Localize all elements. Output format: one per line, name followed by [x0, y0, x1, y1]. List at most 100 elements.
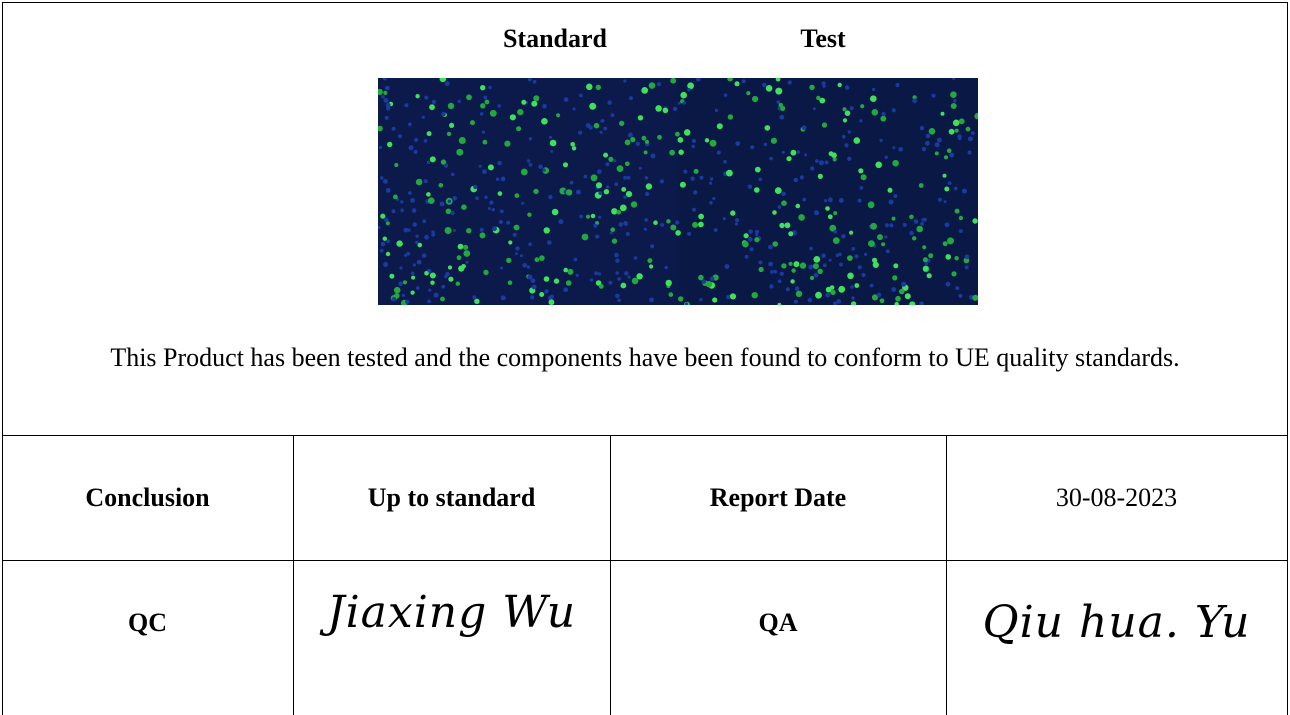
- cell-dot: [777, 279, 782, 283]
- cell-dot: [526, 159, 531, 163]
- cell-dot: [853, 137, 861, 144]
- cell-dot: [859, 186, 864, 190]
- cell-dot: [521, 201, 525, 205]
- cell-dot: [598, 284, 604, 289]
- cell-dot: [884, 235, 888, 239]
- cell-dot: [506, 257, 512, 264]
- cell-dot: [429, 156, 436, 163]
- cell-dot: [779, 271, 784, 276]
- cell-dot: [474, 298, 480, 304]
- cell-dot: [423, 139, 428, 143]
- cell-dot: [909, 214, 914, 220]
- cell-dot: [404, 253, 408, 257]
- cell-dot: [712, 197, 716, 201]
- cell-dot: [542, 103, 547, 109]
- cell-dot: [531, 100, 538, 107]
- cell-dot: [698, 274, 704, 281]
- cell-dot: [769, 284, 774, 289]
- cell-dot: [692, 221, 699, 228]
- cell-dot: [497, 160, 502, 166]
- cell-dot: [608, 156, 614, 162]
- cell-dot: [881, 111, 886, 117]
- cell-dot: [687, 82, 694, 90]
- cell-dot: [942, 173, 947, 178]
- cell-dot: [734, 81, 740, 87]
- cell-dot: [945, 281, 951, 287]
- cell-dot: [458, 265, 465, 272]
- cell-dot: [913, 219, 919, 224]
- cell-dot: [649, 264, 654, 269]
- cell-dot: [479, 112, 484, 116]
- border-top: [2, 2, 1288, 3]
- cell-dot: [480, 85, 486, 91]
- cell-dot: [698, 221, 704, 228]
- cell-dot: [808, 264, 814, 270]
- cell-dot: [810, 166, 815, 171]
- cell-dot: [770, 137, 777, 144]
- cell-dot: [644, 218, 648, 222]
- cell-dot: [466, 94, 472, 101]
- cell-dot: [794, 286, 800, 291]
- cell-dot: [567, 268, 574, 275]
- cell-dot: [457, 99, 461, 103]
- cell-dot: [457, 243, 464, 250]
- cell-dot: [899, 288, 905, 295]
- cell-dot: [575, 273, 579, 277]
- cell-dot: [769, 156, 773, 161]
- cell-dot: [600, 119, 604, 123]
- cell-dot: [507, 280, 513, 285]
- cell-dot: [838, 285, 846, 293]
- cell-dot: [530, 278, 536, 284]
- cell-dot: [815, 159, 819, 163]
- cell-dot: [585, 123, 591, 128]
- cell-dot: [925, 140, 930, 146]
- cell-dot: [875, 161, 882, 169]
- cell-dot: [758, 177, 763, 182]
- cell-dot: [615, 271, 619, 275]
- cell-dot: [872, 87, 876, 92]
- cell-dot: [751, 292, 758, 299]
- cell-dot: [851, 296, 855, 300]
- cell-dot: [793, 177, 798, 183]
- table-cell: Conclusion: [85, 482, 210, 512]
- cell-dot: [429, 272, 436, 279]
- cell-dot: [594, 271, 599, 276]
- signature: Jiaxing Wu: [326, 587, 577, 638]
- cell-dot: [724, 264, 730, 269]
- cell-dot: [500, 295, 506, 301]
- cell-dot: [894, 301, 899, 305]
- cell-dot: [690, 176, 695, 181]
- cell-dot: [424, 95, 429, 100]
- cell-dot: [482, 139, 488, 145]
- cell-dot: [967, 150, 972, 155]
- cell-dot: [847, 255, 853, 261]
- cell-dot: [500, 176, 506, 182]
- cell-dot: [712, 297, 718, 303]
- cell-dot: [947, 181, 952, 185]
- cell-dot: [699, 298, 703, 302]
- table-cell: QC: [128, 607, 167, 637]
- cell-dot: [404, 103, 409, 108]
- cell-dot: [647, 258, 653, 264]
- cell-dot: [386, 239, 391, 244]
- cell-dot: [385, 221, 390, 226]
- cell-dot: [788, 231, 794, 237]
- cell-dot: [950, 103, 957, 109]
- cell-dot: [891, 108, 896, 113]
- cell-dot: [714, 108, 719, 112]
- cell-dot: [947, 237, 954, 245]
- cell-dot: [828, 258, 832, 262]
- cell-dot: [818, 160, 824, 166]
- cell-dot: [400, 200, 404, 204]
- cell-dot: [380, 213, 386, 219]
- cell-dot: [946, 148, 952, 153]
- cell-dot: [851, 246, 856, 251]
- cell-dot: [438, 183, 444, 188]
- cell-dot: [847, 272, 854, 280]
- cell-dot: [570, 142, 575, 147]
- cell-dot: [415, 234, 419, 238]
- cell-dot: [447, 265, 453, 270]
- cell-dot: [380, 241, 386, 247]
- cell-dot: [595, 84, 601, 90]
- cell-dot: [742, 240, 749, 248]
